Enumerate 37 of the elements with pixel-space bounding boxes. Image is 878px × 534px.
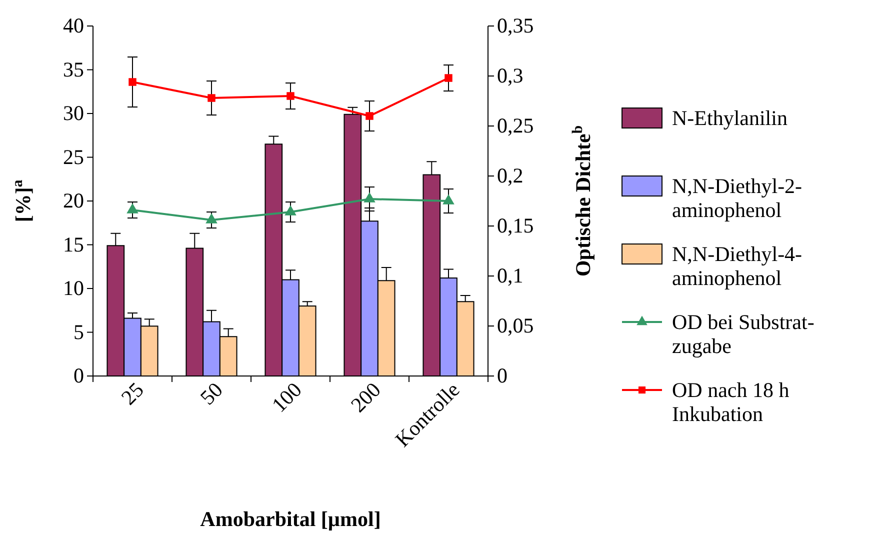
point — [366, 112, 374, 120]
point — [208, 94, 216, 102]
point — [286, 92, 294, 100]
point — [206, 213, 218, 224]
y2-tick-label: 0,05 — [497, 314, 534, 338]
y2-tick-label: 0,1 — [497, 264, 524, 288]
x-axis-title: Amobarbital [µmol] — [200, 507, 381, 531]
y2-tick-label: 0,15 — [497, 214, 534, 238]
x-tick-label: 100 — [267, 378, 306, 417]
y-tick-label: 35 — [63, 57, 84, 82]
x-tick-label: 50 — [195, 378, 228, 410]
y2-tick-label: 0,2 — [497, 164, 524, 188]
x-tick-label: 25 — [116, 378, 148, 410]
point — [444, 74, 452, 82]
legend-label: N,N-Diethyl-4-aminophenol — [672, 242, 802, 290]
point — [442, 194, 454, 204]
y-tick-label: 5 — [74, 320, 84, 344]
y-tick-label: 40 — [63, 14, 84, 38]
y-tick-label: 0 — [74, 364, 84, 388]
legend-label: N-Ethylanilin — [672, 106, 788, 130]
legend-label: N,N-Diethyl-2-aminophenol — [672, 174, 802, 222]
y2-tick-label: 0,35 — [497, 14, 534, 38]
y-tick-label: 20 — [63, 188, 84, 213]
y2-tick-label: 0,3 — [497, 64, 524, 88]
point — [364, 192, 376, 202]
x-tick-label: 200 — [346, 378, 386, 417]
y2-tick-label: 0,25 — [497, 114, 534, 138]
y-tick-label: 30 — [63, 101, 84, 126]
y-tick-label: 25 — [63, 144, 84, 169]
point — [128, 78, 136, 86]
y-tick-label: 15 — [63, 232, 84, 256]
y-tick-label: 10 — [63, 276, 84, 300]
point — [126, 203, 138, 214]
legend-label: OD nach 18 h Inkubation — [672, 378, 790, 426]
point — [284, 205, 296, 216]
y2-tick-label: 0 — [497, 364, 508, 388]
legend-label: OD bei Substrat-zugabe — [672, 310, 814, 358]
